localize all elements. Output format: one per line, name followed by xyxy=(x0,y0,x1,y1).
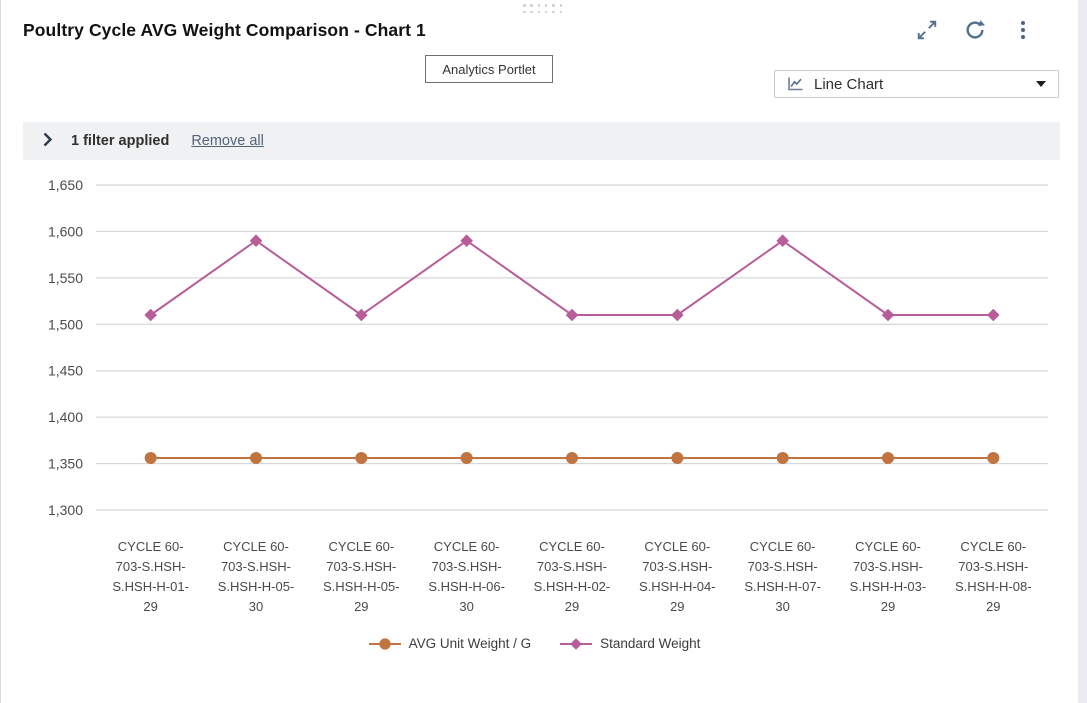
data-point[interactable] xyxy=(144,452,157,464)
y-tick-label: 1,300 xyxy=(48,502,83,518)
x-axis-category: CYCLE 60-703-S.HSH-S.HSH-H-08-29 xyxy=(941,537,1046,617)
data-point[interactable] xyxy=(882,452,894,464)
data-point[interactable] xyxy=(566,452,578,464)
data-point[interactable] xyxy=(881,308,895,322)
x-axis-category-label: CYCLE 60-703-S.HSH-S.HSH-H-01-29 xyxy=(112,539,189,614)
data-point[interactable] xyxy=(355,452,368,464)
chevron-right-icon xyxy=(43,132,53,150)
x-axis-category: CYCLE 60-703-S.HSH-S.HSH-H-03-29 xyxy=(835,537,940,617)
x-axis-category: CYCLE 60-703-S.HSH-S.HSH-H-05-29 xyxy=(309,537,414,617)
chart-legend: AVG Unit Weight / G Standard Weight xyxy=(1,636,1067,651)
x-axis-category-label: CYCLE 60-703-S.HSH-S.HSH-H-08-29 xyxy=(954,539,1032,614)
legend-item[interactable]: AVG Unit Weight / G xyxy=(368,636,532,651)
refresh-button[interactable] xyxy=(962,18,988,44)
x-axis-category: CYCLE 60-703-S.HSH-S.HSH-H-01-29 xyxy=(98,537,203,617)
data-point[interactable] xyxy=(776,452,789,464)
x-axis-category: CYCLE 60-703-S.HSH-S.HSH-H-07-30 xyxy=(730,537,835,617)
data-point[interactable] xyxy=(565,308,579,322)
x-axis-category-label: CYCLE 60-703-S.HSH-S.HSH-H-06-30 xyxy=(428,539,505,614)
data-point[interactable] xyxy=(987,308,1000,322)
y-tick-label: 1,600 xyxy=(48,223,83,239)
x-axis-labels: CYCLE 60-703-S.HSH-S.HSH-H-01-29 CYCLE 60… xyxy=(98,537,1046,617)
x-axis-category-label: CYCLE 60-703-S.HSH-S.HSH-H-02-29 xyxy=(533,539,611,614)
data-point[interactable] xyxy=(671,308,684,322)
data-point[interactable] xyxy=(144,308,157,322)
legend-marker-icon xyxy=(560,637,593,650)
drag-handle-icon[interactable] xyxy=(523,4,563,14)
page-scrollbar[interactable] xyxy=(1078,0,1087,703)
chevron-down-icon xyxy=(1036,81,1046,87)
page-title: Poultry Cycle AVG Weight Comparison - Ch… xyxy=(23,20,426,40)
legend-label: AVG Unit Weight / G xyxy=(408,636,532,651)
expand-button[interactable] xyxy=(914,18,940,44)
x-axis-category-label: CYCLE 60-703-S.HSH-S.HSH-H-03-29 xyxy=(849,539,927,614)
legend-label: Standard Weight xyxy=(600,636,701,651)
y-tick-label: 1,650 xyxy=(48,177,83,193)
line-chart-plot: 1,650 1,600 1,550 1,500 1,450 1,400 1,350 1,300 xyxy=(48,177,1048,518)
x-axis-category: CYCLE 60-703-S.HSH-S.HSH-H-06-30 xyxy=(414,537,519,617)
y-tick-label: 1,550 xyxy=(48,270,83,286)
data-point[interactable] xyxy=(776,234,789,248)
x-axis-category: CYCLE 60-703-S.HSH-S.HSH-H-05-30 xyxy=(203,537,308,617)
filter-applied-label: 1 filter applied xyxy=(71,133,170,149)
data-point[interactable] xyxy=(250,452,262,464)
chart-type-dropdown[interactable]: Line Chart xyxy=(774,70,1059,98)
data-point[interactable] xyxy=(355,308,368,322)
legend-item[interactable]: Standard Weight xyxy=(559,636,700,651)
x-axis-category-label: CYCLE 60-703-S.HSH-S.HSH-H-04-29 xyxy=(639,539,716,614)
x-axis-category-label: CYCLE 60-703-S.HSH-S.HSH-H-05-29 xyxy=(323,539,400,614)
y-tick-label: 1,500 xyxy=(48,316,83,332)
y-tick-label: 1,450 xyxy=(48,363,83,379)
data-point[interactable] xyxy=(671,452,684,464)
portlet-type-badge: Analytics Portlet xyxy=(425,55,553,83)
legend-marker-icon xyxy=(368,637,401,650)
y-tick-label: 1,350 xyxy=(48,456,83,472)
y-tick-label: 1,400 xyxy=(48,409,83,425)
header-actions xyxy=(914,18,1036,44)
x-axis-category-label: CYCLE 60-703-S.HSH-S.HSH-H-07-30 xyxy=(744,539,821,614)
filter-expand-button[interactable] xyxy=(43,132,53,150)
data-point[interactable] xyxy=(460,452,473,464)
data-point[interactable] xyxy=(460,234,473,248)
chart-type-label: Line Chart xyxy=(814,75,884,93)
x-axis-category-label: CYCLE 60-703-S.HSH-S.HSH-H-05-30 xyxy=(217,539,295,614)
line-chart-icon xyxy=(787,76,804,92)
x-axis-category: CYCLE 60-703-S.HSH-S.HSH-H-02-29 xyxy=(519,537,624,617)
kebab-menu-icon xyxy=(1013,19,1033,44)
remove-all-filters-link[interactable]: Remove all xyxy=(191,133,264,149)
x-axis-category: CYCLE 60-703-S.HSH-S.HSH-H-04-29 xyxy=(625,537,730,617)
expand-icon xyxy=(916,19,938,44)
refresh-icon xyxy=(964,19,986,44)
data-point[interactable] xyxy=(249,234,263,248)
data-point[interactable] xyxy=(987,452,1000,464)
filter-bar: 1 filter applied Remove all xyxy=(23,122,1060,160)
kebab-menu-button[interactable] xyxy=(1010,18,1036,44)
